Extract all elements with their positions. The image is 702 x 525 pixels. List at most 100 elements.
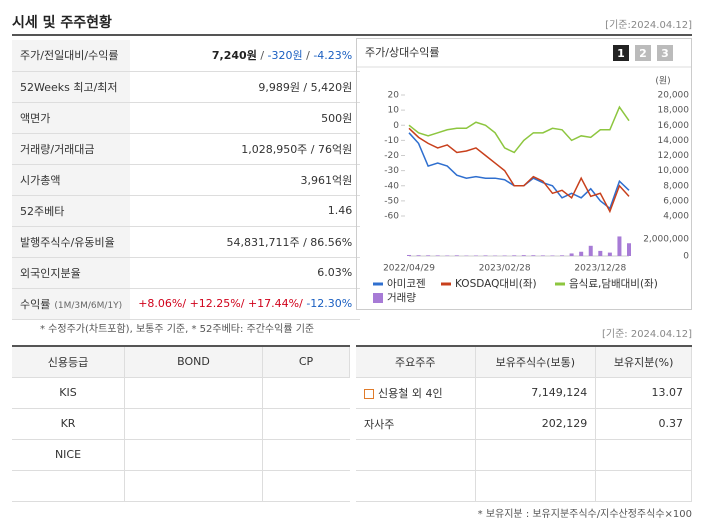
value: 1.46	[327, 204, 353, 217]
y2-tick-label: 10,000	[658, 166, 690, 176]
legend-label: 음식료,담배대비(좌)	[569, 278, 658, 290]
value-cell: 7,240원 / -320원 / -4.23%	[130, 40, 361, 72]
row: NICE	[12, 439, 350, 471]
row: 신용철 외 4인 7,149,124 13.07	[356, 377, 692, 409]
volume-bar	[617, 236, 622, 256]
label-cell: 외국인지분율	[12, 257, 131, 289]
cell-text: 7,149,124	[531, 386, 588, 399]
cp	[262, 470, 350, 502]
row: 외국인지분율 6.03%	[12, 257, 361, 289]
volume-bar	[598, 250, 603, 256]
date: [기준:2024.04.12]	[605, 20, 692, 31]
row: 자사주 202,129 0.37	[356, 408, 692, 440]
label-cell: 액면가	[12, 102, 131, 134]
tab-bg	[635, 45, 651, 61]
bond	[124, 408, 264, 440]
row	[356, 470, 692, 502]
volume-bar	[416, 255, 421, 256]
x-tick-label: 2023/02/28	[479, 264, 531, 274]
y-tick-label: 10	[388, 106, 400, 116]
label: 외국인지분율	[20, 266, 81, 280]
value-cell: 6.03%	[130, 257, 361, 289]
agency: KR	[12, 408, 125, 440]
value-cell: 3,961억원	[130, 164, 361, 196]
volume-bar	[607, 252, 612, 256]
y2-tick-label: 16,000	[658, 121, 690, 131]
cell: 7,149,124	[475, 377, 597, 409]
chart-title: 주가/상대수익률	[365, 46, 440, 59]
volume-bar	[560, 255, 565, 256]
tab-button[interactable]: 2	[635, 45, 651, 61]
value: -320원	[267, 49, 303, 63]
value: 54,831,711주 / 86.56%	[226, 235, 353, 249]
row: 52주베타 1.46	[12, 195, 361, 227]
legend-label: 아미코젠	[387, 278, 426, 290]
column-header: 주요주주	[356, 346, 476, 378]
volume-bar	[435, 255, 440, 256]
volume-bar	[569, 253, 574, 256]
expand-icon[interactable]	[364, 388, 374, 399]
cp	[262, 439, 350, 471]
y2-tick-label: 8,000	[663, 181, 689, 191]
label-cell: 52Weeks 최고/최저	[12, 71, 131, 103]
y-tick-label: -30	[384, 166, 399, 176]
row: 액면가 500원	[12, 102, 361, 134]
header-row: 주요주주 보유주식수(보통) 보유지분(%)	[356, 346, 692, 378]
label-cell: 주가/전일대비/수익률	[12, 40, 131, 72]
y2-tick-label: 14,000	[658, 136, 690, 146]
y2-tick-label: 4,000	[663, 212, 689, 222]
column-header: 보유지분(%)	[595, 346, 692, 378]
y-tick-label: 0	[393, 121, 399, 131]
cell	[475, 439, 597, 471]
cell: 0.37	[595, 408, 692, 440]
column-header: BOND	[124, 346, 264, 378]
volume-bar	[521, 255, 526, 256]
cell-text: 자사주	[364, 417, 395, 431]
title: 시세 및 주주현황	[12, 15, 112, 31]
column-header: 신용등급	[12, 346, 125, 378]
x-tick-label: 2022/04/29	[383, 264, 435, 274]
y-tick-label: -60	[384, 212, 399, 222]
holders-date: [기준: 2024.04.12]	[601, 329, 692, 340]
label: 발행주식수/유동비율	[20, 235, 115, 249]
legend-label: KOSDAQ대비(좌)	[455, 278, 537, 290]
agency	[12, 470, 125, 502]
row	[356, 439, 692, 471]
value: +12.25%/	[189, 297, 248, 310]
label: 시가총액	[20, 173, 61, 187]
y-tick-label: 20	[388, 91, 400, 101]
cell	[475, 470, 597, 502]
label: 액면가	[20, 111, 51, 125]
value: 3,961억원	[300, 173, 353, 187]
cell-text: 202,129	[541, 417, 588, 430]
x-tick-label: 2023/12/28	[574, 264, 626, 274]
value: /	[302, 49, 314, 63]
cell: 13.07	[595, 377, 692, 409]
label-cell: 거래량/거래대금	[12, 133, 131, 165]
agency: NICE	[12, 439, 125, 471]
volume-bar	[407, 254, 411, 256]
value-cell: 1.46	[130, 195, 361, 227]
row	[12, 470, 350, 502]
y-tick-label: -10	[384, 136, 399, 146]
tab-bg	[613, 45, 629, 61]
rating-table: 신용등급 BOND CP KIS KR NICE	[12, 345, 350, 502]
tab-button[interactable]: 3	[657, 45, 673, 61]
volume-bar	[588, 245, 593, 256]
holders-table: 주요주주 보유주식수(보통) 보유지분(%) 신용철 외 4인 7,149,124 13.…	[356, 345, 692, 502]
y-tick-label: -40	[384, 181, 399, 191]
tab-button[interactable]: 1	[613, 45, 629, 61]
price-table: 주가/전일대비/수익률 7,240원 / -320원 / -4.23% 52Week…	[12, 40, 361, 320]
tab-label: 2	[639, 47, 647, 60]
volume-bar	[540, 255, 545, 256]
y-tick-label: -50	[384, 196, 399, 206]
row: 주가/전일대비/수익률 7,240원 / -320원 / -4.23%	[12, 40, 361, 72]
sub-label: (1M/3M/6M/1Y)	[54, 300, 123, 311]
volume-bar	[454, 255, 459, 256]
cp	[262, 408, 350, 440]
volume-bar	[502, 255, 507, 256]
legend-swatch	[373, 293, 383, 303]
row: KIS	[12, 377, 350, 409]
cell	[356, 439, 476, 471]
